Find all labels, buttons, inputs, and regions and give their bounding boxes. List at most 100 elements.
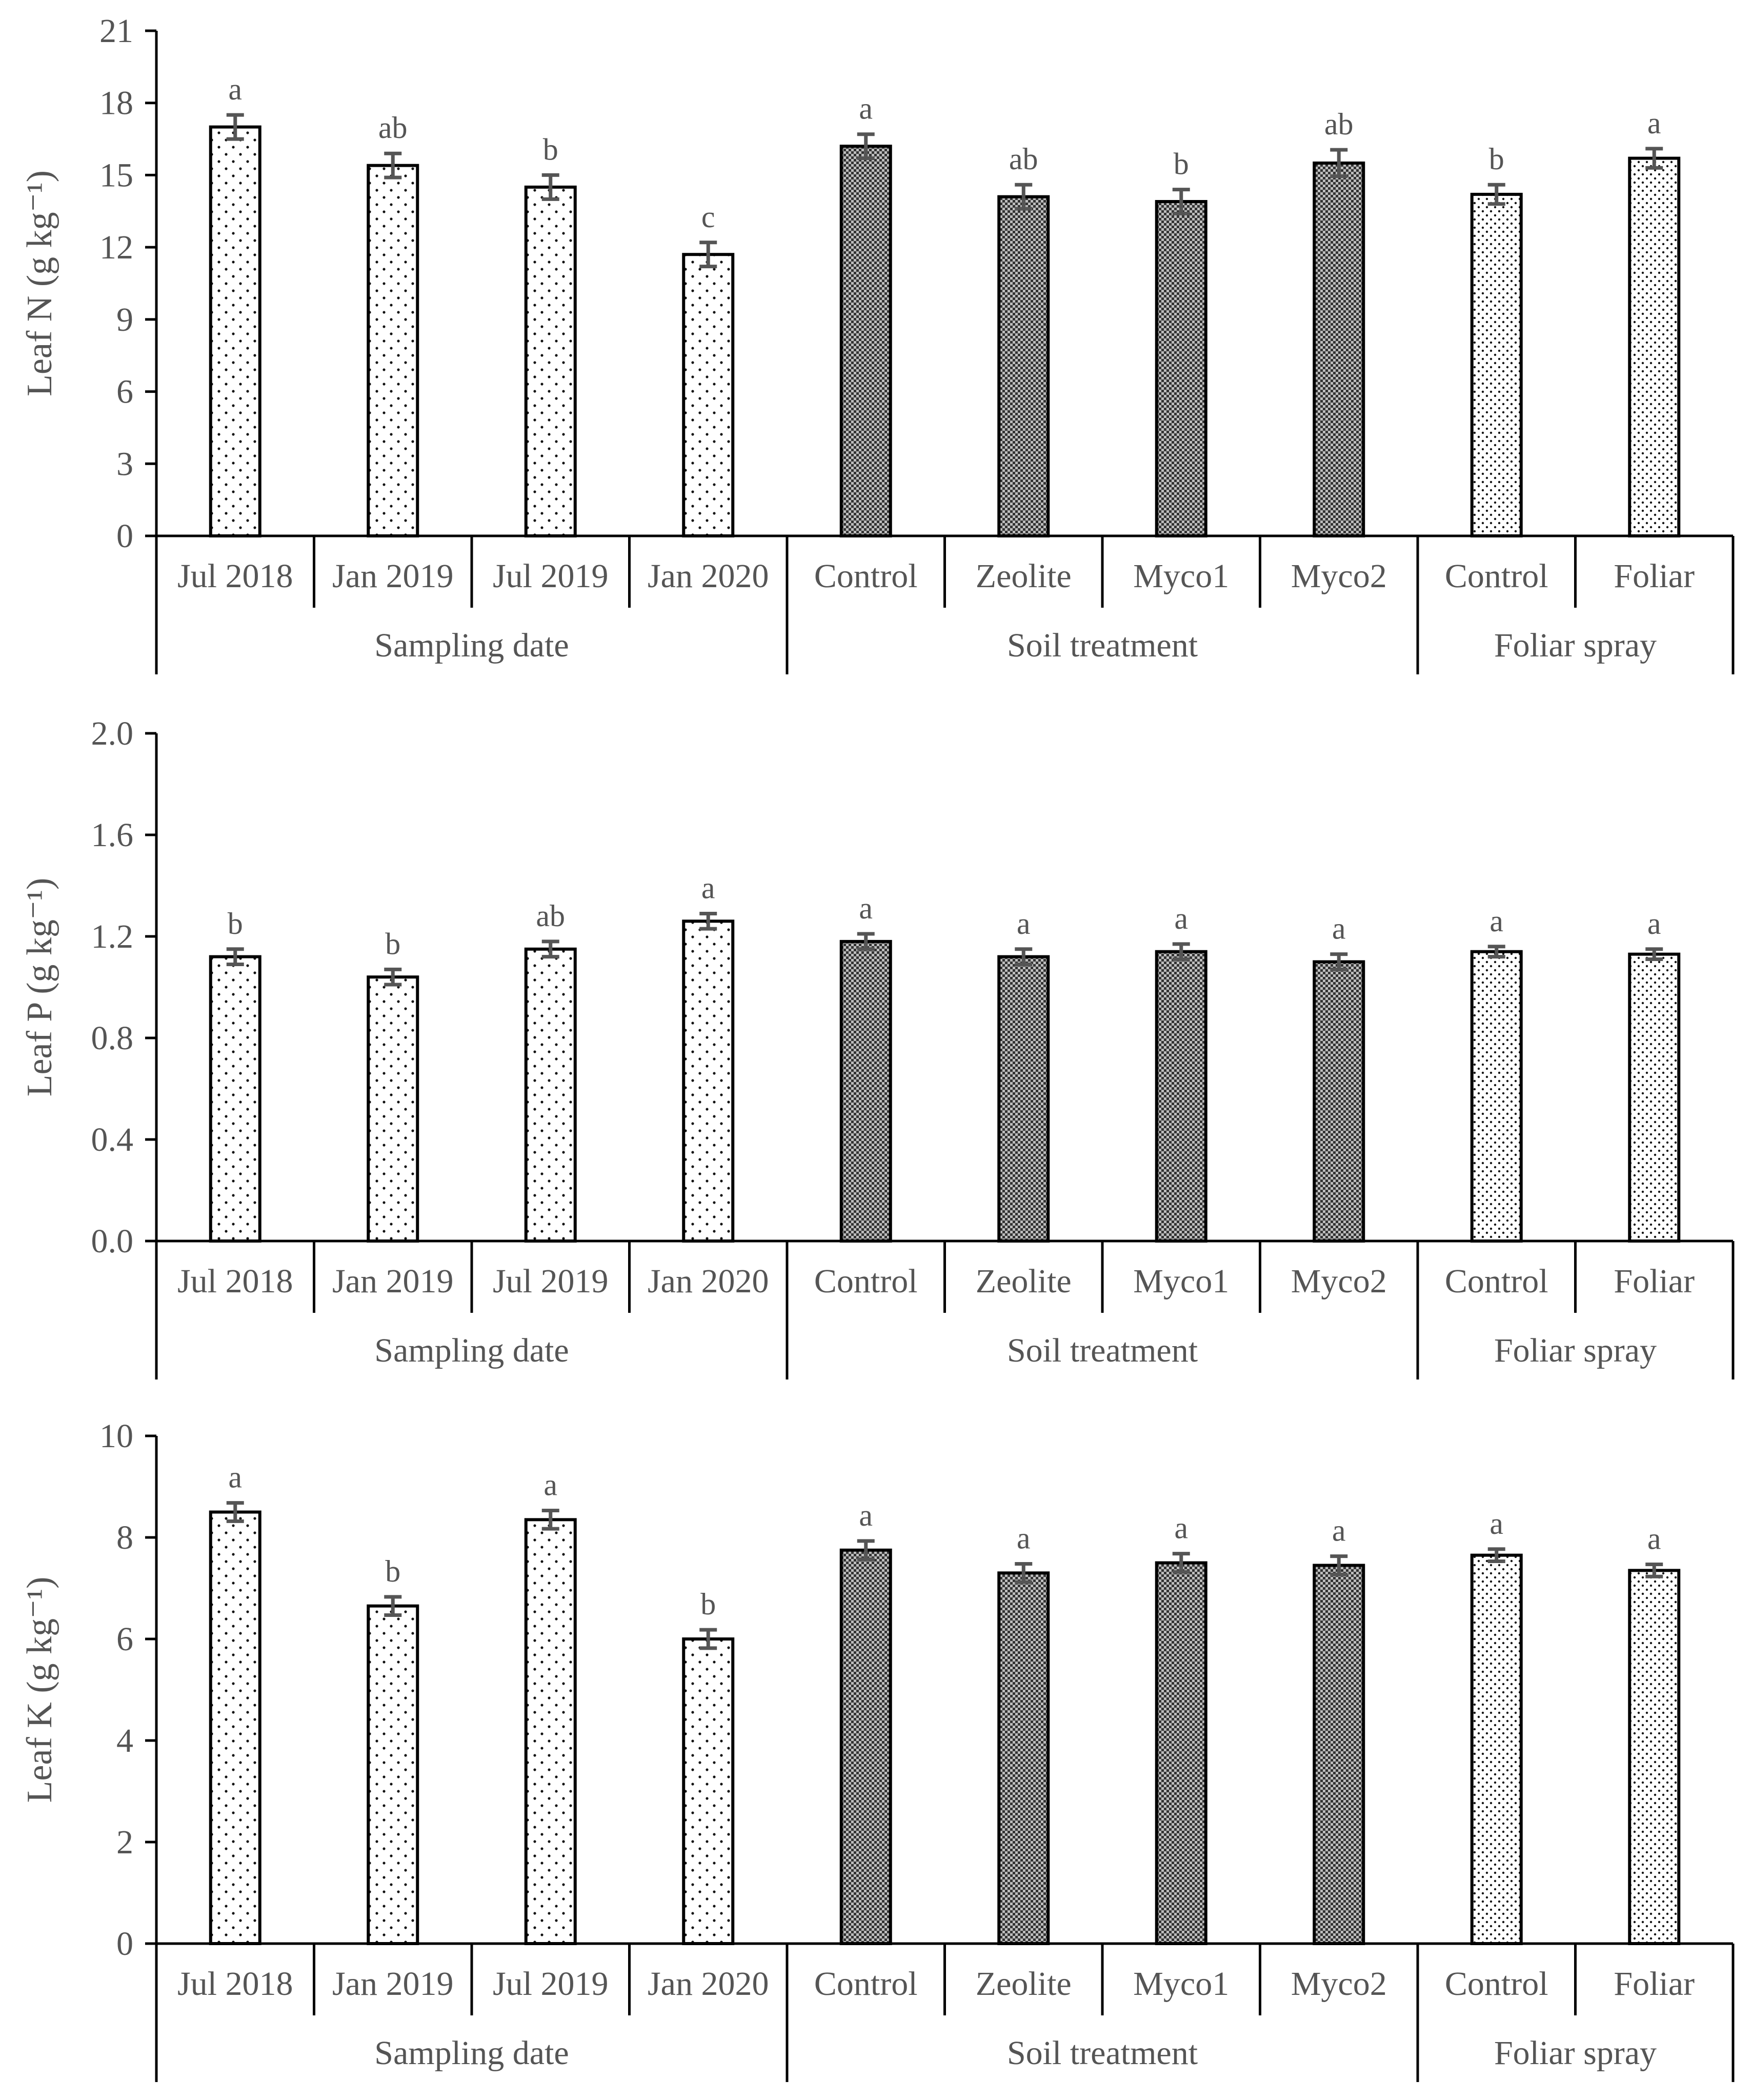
leaf-k-significance-label: a	[1332, 1514, 1346, 1548]
leaf-k-bar	[367, 1604, 419, 1945]
leaf-k-category-label: Jul 2019	[493, 1965, 609, 2003]
leaf-n-group-label: Foliar spray	[1494, 627, 1657, 664]
leaf-p-y-tick-label: 2.0	[91, 715, 134, 752]
leaf-p-bar	[524, 947, 577, 1243]
leaf-k-category-label: Jan 2020	[648, 1965, 769, 2003]
leaf-p-group-label: Soil treatment	[1007, 1332, 1198, 1369]
leaf-n-y-tick-label: 18	[99, 85, 133, 122]
leaf-k-panel: 0 2 4 6 8 10 Leaf K (g kg⁻¹) Jul 2018 Jan 2019 Ju…	[20, 1417, 1735, 2082]
leaf-p-y-tick-label: 0.4	[91, 1121, 134, 1158]
leaf-n-bar	[209, 125, 261, 538]
leaf-n-significance-label: a	[1647, 106, 1661, 140]
leaf-n-bar	[524, 185, 577, 537]
leaf-k-y-tick-label: 8	[116, 1519, 133, 1556]
leaf-n-y-tick-label: 12	[99, 229, 133, 266]
leaf-n-category-label: Jul 2019	[493, 557, 609, 595]
leaf-k-category-label: Myco1	[1133, 1965, 1229, 2003]
leaf-k-y-tick-label: 2	[116, 1824, 133, 1861]
leaf-n-category-label: Foliar	[1614, 557, 1695, 595]
leaf-n-category-label: Jul 2018	[177, 557, 293, 595]
leaf-k-y-tick-label: 10	[99, 1417, 133, 1455]
leaf-p-significance-label: a	[859, 891, 873, 925]
leaf-k-category-label: Jul 2018	[177, 1965, 293, 2003]
leaf-p-significance-label: a	[1647, 907, 1661, 941]
leaf-n-significance-label: ab	[1009, 142, 1038, 176]
leaf-n-category-label: Jan 2020	[648, 557, 769, 595]
leaf-k-y-axis-title: Leaf K (g kg⁻¹)	[20, 1577, 59, 1803]
leaf-p-bar	[839, 939, 892, 1243]
leaf-k-significance-label: a	[1174, 1511, 1188, 1545]
leaf-p-significance-label: a	[1017, 907, 1031, 941]
leaf-n-y-tick-label: 21	[99, 12, 133, 50]
leaf-n-y-tick-label: 0	[116, 517, 133, 555]
leaf-n-bar	[1470, 192, 1523, 537]
leaf-n-category-label: Myco2	[1291, 557, 1387, 595]
leaf-p-significance-label: a	[701, 871, 715, 905]
leaf-n-bar	[1155, 200, 1207, 537]
leaf-n-significance-label: ab	[1324, 107, 1354, 141]
leaf-n-significance-label: b	[1174, 147, 1189, 181]
leaf-p-significance-label: a	[1489, 904, 1503, 938]
leaf-n-significance-label: a	[859, 92, 873, 126]
leaf-k-bar	[1628, 1569, 1681, 1946]
leaf-p-bar	[209, 955, 261, 1243]
leaf-p-y-tick-label: 0.0	[91, 1223, 134, 1260]
leaf-n-category-label: Control	[1445, 557, 1548, 595]
leaf-k-bar	[1155, 1561, 1207, 1945]
leaf-p-category-label: Myco2	[1291, 1263, 1387, 1300]
leaf-k-bar	[524, 1518, 577, 1946]
leaf-p-bar	[1155, 950, 1207, 1243]
leaf-k-significance-label: a	[228, 1461, 242, 1494]
leaf-p-y-tick-label: 1.6	[91, 816, 134, 854]
leaf-k-y-tick-label: 0	[116, 1925, 133, 1963]
leaf-n-significance-label: b	[1489, 142, 1504, 176]
leaf-n-y-tick-label: 15	[99, 156, 133, 194]
leaf-n-bar	[839, 145, 892, 537]
leaf-k-significance-label: b	[700, 1587, 716, 1621]
leaf-k-significance-label: a	[1647, 1522, 1661, 1555]
leaf-k-category-label: Control	[814, 1965, 918, 2003]
leaf-n-group-label: Sampling date	[374, 627, 569, 664]
leaf-p-significance-label: ab	[536, 899, 565, 933]
leaf-n-category-label: Control	[814, 557, 918, 595]
leaf-n-group-label: Soil treatment	[1007, 627, 1198, 664]
leaf-n-bar	[997, 195, 1050, 537]
leaf-n-significance-label: ab	[378, 111, 408, 145]
leaf-n-significance-label: b	[543, 132, 558, 166]
leaf-k-bar	[1470, 1553, 1523, 1945]
leaf-k-bar	[682, 1637, 735, 1945]
leaf-p-bar	[1628, 952, 1681, 1243]
leaf-n-category-label: Jan 2019	[332, 557, 453, 595]
leaf-n-y-tick-label: 9	[116, 301, 133, 338]
leaf-k-category-label: Control	[1445, 1965, 1548, 2003]
leaf-n-significance-label: c	[701, 200, 715, 234]
leaf-p-bar	[682, 919, 735, 1243]
leaf-k-bar	[209, 1510, 261, 1945]
leaf-k-group-label: Sampling date	[374, 2034, 569, 2072]
leaf-k-y-tick-label: 6	[116, 1621, 133, 1658]
leaf-p-significance-label: a	[1174, 902, 1188, 935]
leaf-n-y-tick-label: 6	[116, 373, 133, 411]
leaf-k-category-label: Jan 2019	[332, 1965, 453, 2003]
leaf-p-bar	[1313, 960, 1365, 1243]
leaf-n-category-label: Zeolite	[976, 557, 1072, 595]
leaf-k-category-label: Foliar	[1614, 1965, 1695, 2003]
leaf-k-category-label: Myco2	[1291, 1965, 1387, 2003]
leaf-p-bar	[367, 975, 419, 1243]
leaf-p-category-label: Foliar	[1614, 1263, 1695, 1300]
leaf-k-bar	[839, 1548, 892, 1945]
leaf-n-bar	[367, 164, 419, 537]
leaf-n-significance-label: a	[228, 72, 242, 106]
leaf-k-bar	[997, 1571, 1050, 1946]
leaf-p-significance-label: b	[228, 907, 243, 941]
leaf-k-group-label: Foliar spray	[1494, 2034, 1657, 2072]
leaf-k-group-label: Soil treatment	[1007, 2034, 1198, 2072]
leaf-n-bar	[1628, 156, 1681, 538]
leaf-p-group-label: Foliar spray	[1494, 1332, 1657, 1369]
leaf-n-bar	[1313, 161, 1365, 537]
leaf-k-y-tick-label: 4	[116, 1722, 133, 1759]
leaf-p-category-label: Jan 2019	[332, 1263, 453, 1300]
leaf-k-bar	[1313, 1564, 1365, 1945]
leaf-n-y-axis-title: Leaf N (g kg⁻¹)	[20, 170, 59, 396]
